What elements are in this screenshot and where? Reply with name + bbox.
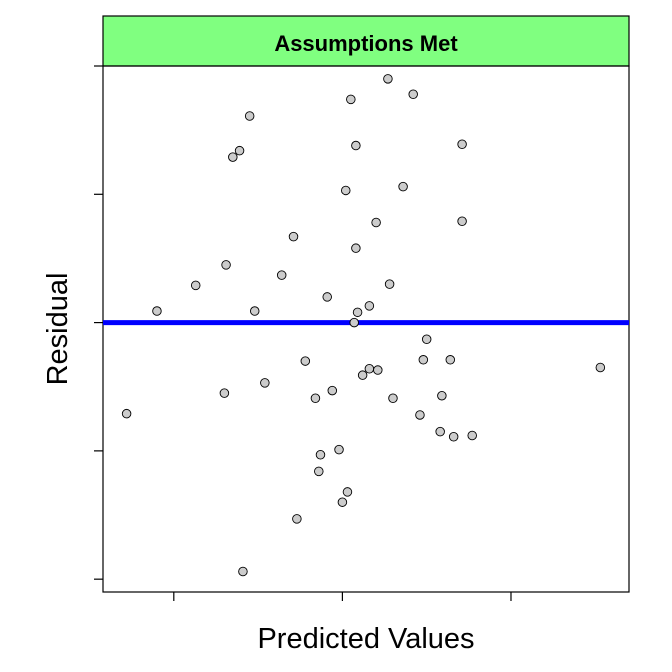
data-point xyxy=(327,385,338,396)
data-point xyxy=(384,279,395,289)
data-point xyxy=(364,301,375,311)
data-point xyxy=(238,566,248,577)
data-point xyxy=(234,145,245,156)
panel-header: Assumptions Met xyxy=(102,15,630,67)
plot-frame xyxy=(102,65,630,593)
data-point xyxy=(190,280,201,291)
data-point xyxy=(418,355,429,365)
data-points xyxy=(121,74,606,577)
data-point xyxy=(322,292,332,302)
data-point xyxy=(300,356,311,366)
data-point xyxy=(388,393,398,404)
data-point xyxy=(457,216,467,226)
data-point xyxy=(435,426,445,437)
data-point xyxy=(314,466,324,477)
data-point xyxy=(351,140,361,151)
data-point xyxy=(341,185,351,196)
data-point xyxy=(352,307,363,318)
x-axis-label: Predicted Values xyxy=(257,623,474,655)
data-point xyxy=(364,364,375,374)
y-axis-ticks xyxy=(94,65,103,580)
data-point xyxy=(415,410,425,420)
data-point xyxy=(342,487,353,497)
data-point xyxy=(315,449,326,460)
data-point xyxy=(371,217,381,228)
data-point xyxy=(445,355,456,365)
data-point xyxy=(221,260,231,270)
data-point xyxy=(276,270,287,280)
data-point xyxy=(448,432,459,442)
data-point xyxy=(228,152,238,162)
data-point xyxy=(288,231,299,242)
data-point xyxy=(457,139,467,150)
data-point xyxy=(346,94,356,105)
data-point xyxy=(260,378,270,388)
data-point xyxy=(437,390,447,401)
data-point xyxy=(349,317,359,328)
data-point xyxy=(249,306,260,316)
data-point xyxy=(334,444,344,455)
data-point xyxy=(351,243,361,253)
data-point xyxy=(373,365,383,375)
data-point xyxy=(310,393,321,404)
data-point xyxy=(121,408,132,419)
chart-title: Assumptions Met xyxy=(274,31,458,56)
data-point xyxy=(467,430,477,441)
data-point xyxy=(152,306,162,316)
data-point xyxy=(383,74,393,84)
data-point xyxy=(357,370,368,380)
data-point xyxy=(219,388,230,398)
x-axis-ticks xyxy=(173,592,512,601)
data-point xyxy=(408,89,418,99)
data-point xyxy=(398,181,408,192)
data-point xyxy=(244,111,255,121)
y-axis-label: Residual xyxy=(42,273,74,386)
panel-header-strip xyxy=(102,15,630,67)
data-point xyxy=(337,497,348,507)
data-point xyxy=(595,362,606,373)
data-point xyxy=(292,514,302,524)
data-point xyxy=(421,334,432,345)
